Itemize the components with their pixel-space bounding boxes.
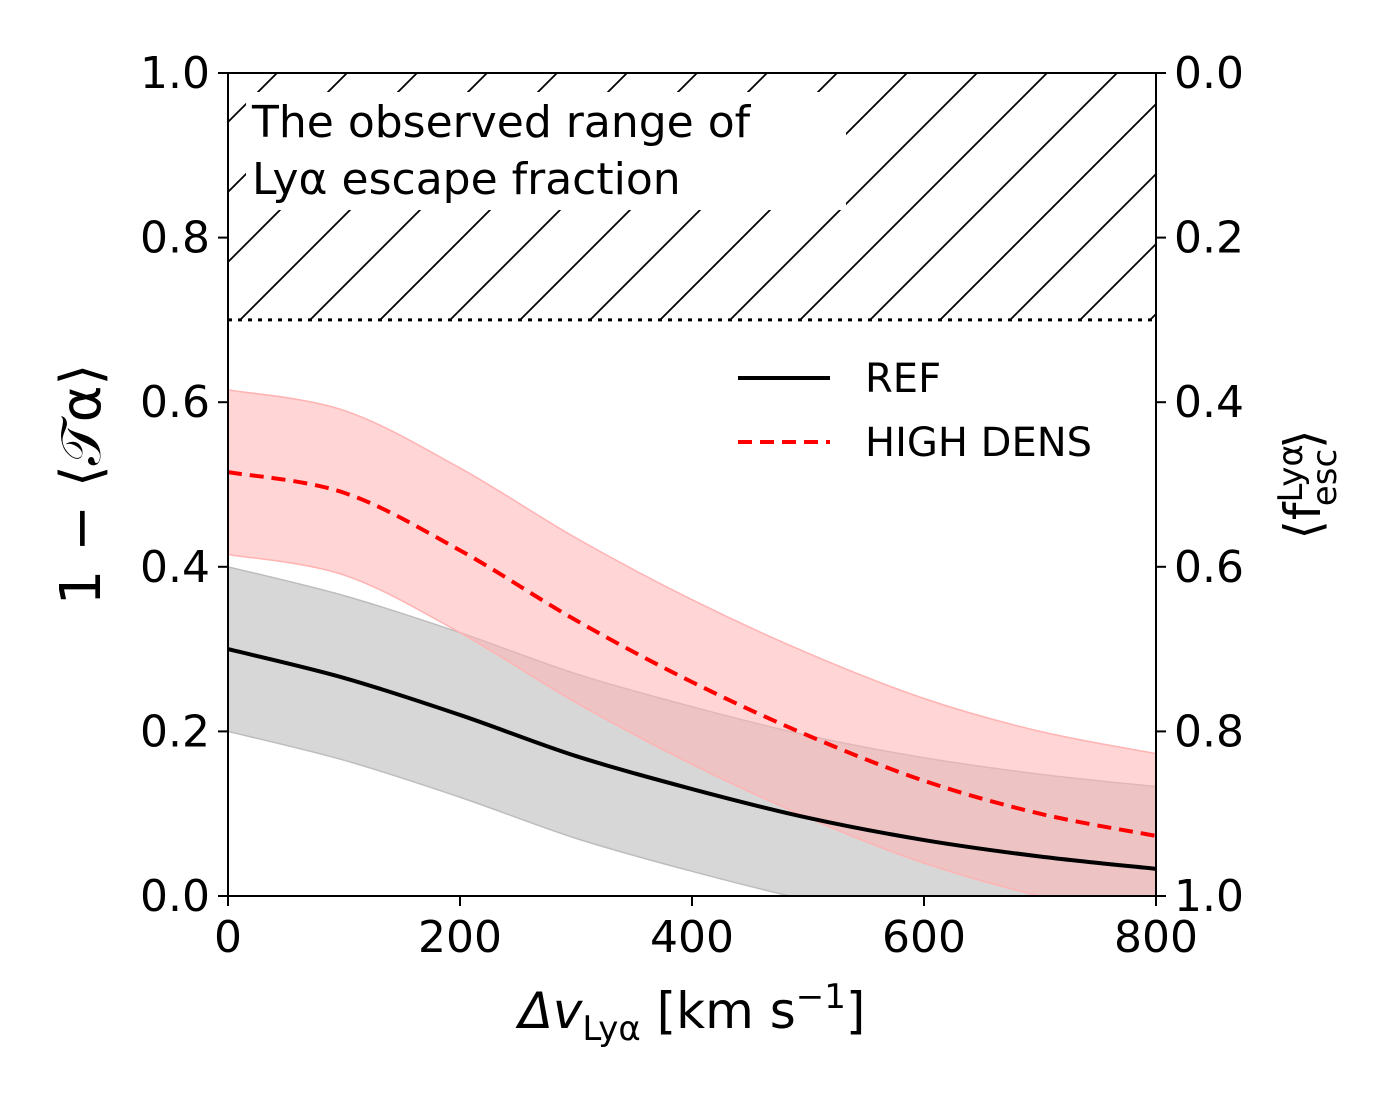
x-tick-label: 400: [650, 912, 734, 963]
y2-axis-ticks: 1.0 0.8 0.6 0.4 0.2 0.0: [1156, 48, 1244, 922]
y2-tick-label: 0.4: [1174, 377, 1244, 428]
y2-axis-label: ⟨fLyαesc⟩: [1271, 429, 1345, 539]
y2-tick-label: 0.0: [1174, 48, 1244, 99]
y-tick-label: 0.2: [140, 706, 210, 757]
legend-label-high-dens: HIGH DENS: [865, 420, 1092, 466]
observed-range-label-line2: Lyα escape fraction: [252, 154, 681, 205]
y2-axis-label-main: ⟨f: [1274, 501, 1332, 540]
y-tick-label: 0.0: [140, 871, 210, 922]
y-tick-label: 0.8: [140, 213, 210, 264]
legend: REF HIGH DENS: [738, 356, 1092, 466]
y2-tick-label: 0.6: [1174, 542, 1244, 593]
y2-tick-label: 0.2: [1174, 213, 1244, 264]
y-axis-label: 1 − ⟨𝒯α⟩: [49, 364, 114, 606]
line-high-dens: [228, 470, 1156, 838]
x-tick-label: 200: [418, 912, 502, 963]
x-axis-label-sup: −1: [796, 977, 846, 1017]
x-axis-label: ΔvLyα [km s−1]: [515, 977, 866, 1049]
y2-tick-label: 0.8: [1174, 706, 1244, 757]
plot-area: [228, 73, 1156, 896]
y2-axis-label-sup: Lyα: [1271, 444, 1311, 502]
x-tick-label: 800: [1114, 912, 1198, 963]
x-tick-label: 0: [214, 912, 242, 963]
y-tick-label: 1.0: [140, 48, 210, 99]
y2-axis-label-sub: esc: [1305, 449, 1345, 506]
band-high-dens: [228, 389, 1156, 896]
y2-axis-label-close: ⟩: [1274, 429, 1332, 449]
y-tick-label: 0.6: [140, 377, 210, 428]
observed-range-label-line1: The observed range of: [251, 97, 752, 148]
x-axis-label-sub: Lyα: [582, 1009, 640, 1049]
x-axis-label-main: Δv: [515, 982, 584, 1040]
y-tick-label: 0.4: [140, 542, 210, 593]
line-ref: [228, 647, 1156, 871]
observed-range-label-background: [246, 92, 846, 210]
x-tick-label: 600: [882, 912, 966, 963]
x-axis-label-close: ]: [846, 982, 866, 1040]
x-axis-ticks: 0 200 400 600 800: [214, 896, 1198, 963]
y-axis-ticks: 0.0 0.2 0.4 0.6 0.8 1.0: [140, 48, 228, 922]
legend-label-ref: REF: [865, 356, 941, 402]
y2-tick-label: 1.0: [1174, 871, 1244, 922]
x-axis-label-unit: [km s: [641, 982, 796, 1040]
